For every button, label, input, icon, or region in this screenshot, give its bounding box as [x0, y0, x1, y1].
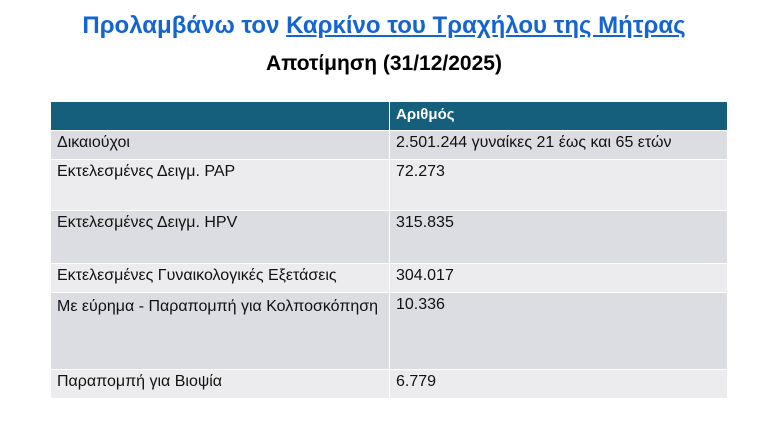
table-row: Εκτελεσμένες Δειγμ. HPV 315.835: [50, 210, 728, 264]
table-header-row: Αριθμός: [50, 101, 728, 131]
table-row: Δικαιούχοι 2.501.244 γυναίκες 21 έως και…: [50, 130, 728, 160]
row-value: 6.779: [389, 369, 728, 399]
row-value: 315.835: [389, 210, 728, 264]
title-prefix: Προλαμβάνω τον: [82, 12, 287, 39]
table-row: Εκτελεσμένες Δειγμ. PAP 72.273: [50, 159, 728, 211]
row-value: 2.501.244 γυναίκες 21 έως και 65 ετών: [389, 130, 728, 160]
row-label: Με εύρημα - Παραπομπή για Κολποσκόπηση: [50, 292, 390, 370]
row-label: Εκτελεσμένες Γυναικολογικές Εξετάσεις: [50, 263, 390, 293]
table-row: Παραπομπή για Βιοψία 6.779: [50, 369, 728, 399]
row-label: Εκτελεσμένες Δειγμ. PAP: [50, 159, 390, 211]
row-value: 304.017: [389, 263, 728, 293]
page-title: Προλαμβάνω τον Καρκίνο του Τραχήλου της …: [0, 12, 768, 40]
row-value: 10.336: [389, 292, 728, 370]
table-row: Εκτελεσμένες Γυναικολογικές Εξετάσεις 30…: [50, 263, 728, 293]
results-table: Αριθμός Δικαιούχοι 2.501.244 γυναίκες 21…: [50, 101, 728, 399]
page-subtitle: Αποτίμηση (31/12/2025): [266, 52, 502, 75]
row-label: Παραπομπή για Βιοψία: [50, 369, 390, 399]
row-value: 72.273: [389, 159, 728, 211]
header-cell-value: Αριθμός: [389, 101, 728, 131]
title-link[interactable]: Καρκίνο του Τραχήλου της Μήτρας: [286, 12, 686, 39]
row-label: Εκτελεσμένες Δειγμ. HPV: [50, 210, 390, 264]
row-label: Δικαιούχοι: [50, 130, 390, 160]
header-cell-label: [50, 101, 390, 131]
table-row: Με εύρημα - Παραπομπή για Κολποσκόπηση 1…: [50, 292, 728, 370]
